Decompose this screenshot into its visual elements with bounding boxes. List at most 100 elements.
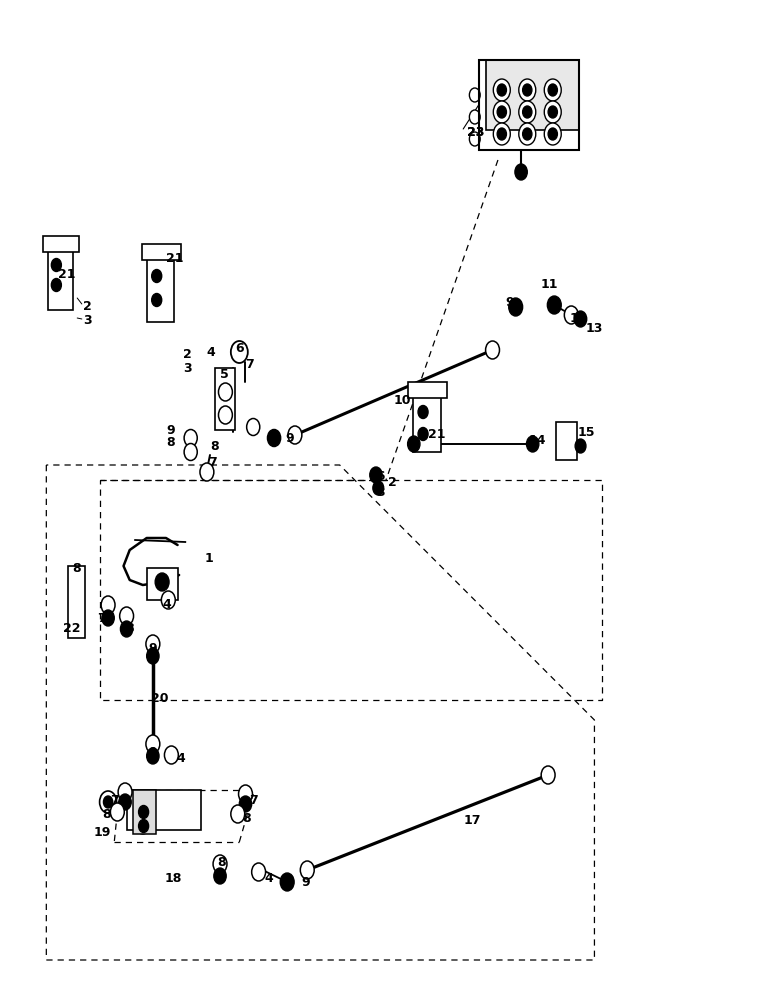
Text: 7: 7 <box>97 611 106 624</box>
Text: 21: 21 <box>428 428 446 440</box>
Circle shape <box>155 573 169 591</box>
Circle shape <box>138 820 148 832</box>
Circle shape <box>213 855 227 873</box>
Text: 3: 3 <box>376 486 384 498</box>
Circle shape <box>497 128 506 140</box>
Circle shape <box>509 298 523 316</box>
Text: 8: 8 <box>218 856 226 868</box>
Text: 10: 10 <box>394 393 411 406</box>
Text: 20: 20 <box>151 692 169 704</box>
Circle shape <box>548 128 557 140</box>
Text: 8: 8 <box>125 621 134 635</box>
Circle shape <box>497 106 506 118</box>
Circle shape <box>497 84 506 96</box>
Text: 16: 16 <box>368 470 386 483</box>
Text: 8: 8 <box>102 808 110 820</box>
Circle shape <box>103 796 113 808</box>
Text: 4: 4 <box>264 871 273 884</box>
Circle shape <box>523 128 532 140</box>
Text: 13: 13 <box>585 322 603 334</box>
Text: 4: 4 <box>207 346 215 359</box>
Circle shape <box>541 766 555 784</box>
Circle shape <box>523 106 532 118</box>
Circle shape <box>164 746 178 764</box>
Circle shape <box>288 426 302 444</box>
Circle shape <box>267 430 280 446</box>
Text: 21: 21 <box>58 267 76 280</box>
Text: 23: 23 <box>467 125 485 138</box>
Circle shape <box>300 861 314 879</box>
Text: 14: 14 <box>529 434 547 446</box>
Circle shape <box>138 806 148 818</box>
Text: 9: 9 <box>506 296 514 310</box>
Circle shape <box>110 803 124 821</box>
Circle shape <box>147 748 159 764</box>
Circle shape <box>135 800 151 820</box>
Text: 8: 8 <box>242 812 251 824</box>
Bar <box>68 566 85 638</box>
Circle shape <box>523 84 532 96</box>
Text: 4: 4 <box>162 597 171 610</box>
Text: 2: 2 <box>83 300 92 312</box>
Circle shape <box>575 439 586 453</box>
Circle shape <box>118 783 132 801</box>
Bar <box>147 568 178 600</box>
Text: 9: 9 <box>301 876 310 888</box>
Bar <box>142 244 181 260</box>
Text: 2: 2 <box>183 348 191 360</box>
Circle shape <box>239 796 252 812</box>
Circle shape <box>486 341 499 359</box>
Circle shape <box>493 101 510 123</box>
Circle shape <box>102 610 114 626</box>
Text: 9: 9 <box>148 746 157 758</box>
Text: 23: 23 <box>467 125 485 138</box>
Circle shape <box>239 785 252 803</box>
Circle shape <box>218 383 232 401</box>
Circle shape <box>120 607 134 625</box>
Circle shape <box>51 278 61 292</box>
Text: 9: 9 <box>148 642 157 654</box>
Text: 18: 18 <box>164 871 182 884</box>
Text: 4: 4 <box>176 752 185 764</box>
Circle shape <box>547 296 561 314</box>
Circle shape <box>493 123 510 145</box>
Text: 3: 3 <box>83 314 92 328</box>
Text: 8: 8 <box>73 562 81 574</box>
Bar <box>486 60 579 130</box>
Text: 15: 15 <box>577 426 595 438</box>
Bar <box>215 368 235 430</box>
Circle shape <box>574 311 587 327</box>
Circle shape <box>548 84 557 96</box>
Circle shape <box>135 814 151 834</box>
Circle shape <box>231 341 248 363</box>
Circle shape <box>100 791 117 813</box>
Circle shape <box>151 269 162 282</box>
Circle shape <box>418 427 428 440</box>
Text: 3: 3 <box>183 362 191 375</box>
Circle shape <box>231 805 245 823</box>
Circle shape <box>519 101 536 123</box>
Circle shape <box>147 648 159 664</box>
Circle shape <box>527 436 539 452</box>
Text: 7: 7 <box>245 358 254 370</box>
Circle shape <box>246 418 259 436</box>
Circle shape <box>119 794 131 810</box>
Bar <box>43 236 79 252</box>
Circle shape <box>548 106 557 118</box>
Text: 21: 21 <box>166 251 184 264</box>
Bar <box>479 60 579 150</box>
Circle shape <box>370 467 382 483</box>
Circle shape <box>161 591 175 609</box>
Circle shape <box>469 110 480 124</box>
Circle shape <box>418 405 428 418</box>
Circle shape <box>184 444 198 460</box>
Circle shape <box>280 873 294 891</box>
Circle shape <box>469 88 480 102</box>
Text: 1: 1 <box>205 552 213 564</box>
Circle shape <box>519 123 536 145</box>
Text: 7: 7 <box>249 794 258 806</box>
Circle shape <box>252 863 266 881</box>
Text: 19: 19 <box>93 826 111 838</box>
Circle shape <box>146 735 160 753</box>
Circle shape <box>408 436 420 452</box>
